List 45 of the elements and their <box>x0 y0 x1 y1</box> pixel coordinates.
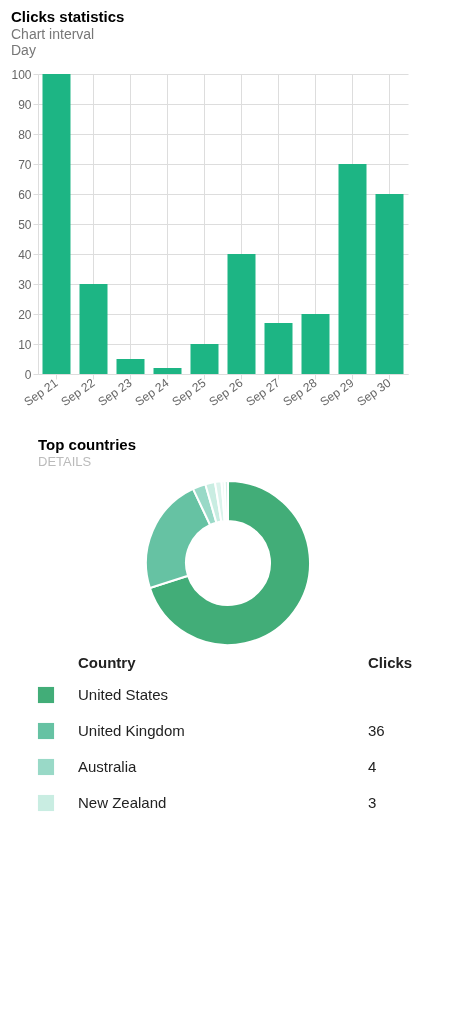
y-tick-label: 60 <box>18 187 32 202</box>
x-tick-label: Sep 22 <box>58 375 98 410</box>
x-tick-label: Sep 23 <box>95 375 135 410</box>
bar <box>153 368 182 374</box>
data-label: 3 <box>368 794 377 811</box>
bar <box>338 164 367 374</box>
bar <box>42 74 71 374</box>
text: Day <box>10 42 36 58</box>
y-tick-label: 20 <box>18 307 32 322</box>
y-tick-label: 50 <box>18 217 32 232</box>
y-tick-label: 90 <box>18 97 32 112</box>
y-tick-label: 30 <box>18 277 32 292</box>
x-tick-label: Sep 28 <box>280 375 320 410</box>
x-tick-label: Sep 25 <box>169 375 209 410</box>
chart-title: Clicks statistics <box>10 8 125 25</box>
data-label: 4 <box>368 758 377 775</box>
y-tick-label: 10 <box>18 337 32 352</box>
legend-title: Country <box>78 654 137 671</box>
y-tick-label: 70 <box>18 157 32 172</box>
bar <box>301 314 330 374</box>
bar <box>79 284 108 374</box>
y-tick-label: 0 <box>24 367 32 382</box>
y-tick-label: 80 <box>18 127 32 142</box>
text: DETAILS <box>38 454 92 469</box>
data-label: 36 <box>368 722 385 739</box>
legend-label: United States <box>78 686 169 703</box>
text: Chart interval <box>10 26 95 42</box>
legend-label: Australia <box>78 758 138 775</box>
chart-title: Top countries <box>38 436 137 453</box>
x-tick-label: Sep 27 <box>243 375 283 410</box>
y-tick-label: 100 <box>11 67 32 82</box>
x-tick-label: Sep 26 <box>206 375 246 410</box>
bar <box>227 254 256 374</box>
bar <box>116 359 145 374</box>
bar <box>264 323 293 374</box>
text: Clicks <box>368 654 413 671</box>
x-tick-label: Sep 24 <box>132 375 172 410</box>
legend-label: United Kingdom <box>78 722 185 739</box>
legend-label: New Zealand <box>78 794 167 811</box>
bar <box>190 344 219 374</box>
x-tick-label: Sep 29 <box>317 375 357 410</box>
donut-slice <box>148 480 311 646</box>
x-tick-label: Sep 30 <box>354 375 394 410</box>
bar <box>375 194 404 374</box>
y-tick-label: 40 <box>18 247 32 262</box>
